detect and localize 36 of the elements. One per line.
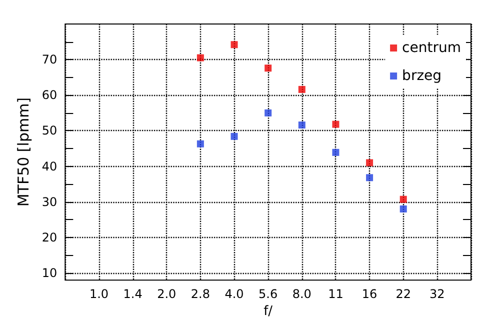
point [196, 140, 204, 148]
x-axis-title: f/ [264, 304, 274, 319]
x-tick-label: 8.0 [292, 287, 312, 302]
point [366, 159, 374, 166]
x-tick-label: 32 [430, 287, 445, 302]
point [264, 64, 272, 72]
point [196, 54, 204, 62]
point [230, 132, 238, 140]
point [400, 196, 407, 203]
y-tick-label: 60 [42, 88, 58, 102]
x-tick-label: 2.0 [157, 287, 176, 302]
y-tick-label: 30 [42, 194, 58, 209]
y-tick-label: 50 [42, 124, 58, 138]
point [298, 86, 306, 93]
x-tick-label: 2.8 [190, 287, 210, 302]
legend-label: centrum [402, 40, 462, 56]
y-tick-label: 40 [42, 159, 58, 174]
point [400, 205, 407, 212]
y-tick-label: 70 [42, 52, 58, 67]
y-tick-label: 20 [42, 230, 58, 244]
point [332, 148, 340, 156]
x-tick-label: 22 [396, 287, 411, 302]
point [264, 109, 272, 116]
point [230, 41, 238, 48]
x-tick-label: 11 [328, 287, 344, 302]
x-tick-label: 1.0 [89, 287, 109, 302]
y-axis-title: MTF50 [lpmm] [14, 97, 32, 207]
point [332, 120, 340, 128]
point [298, 122, 306, 129]
point [366, 174, 374, 182]
x-tick-label: 16 [362, 287, 378, 302]
legend-label: brzeg [402, 68, 442, 84]
x-tick-label: 5.6 [258, 287, 278, 302]
y-tick-label: 10 [42, 266, 58, 280]
x-tick-label: 4.0 [224, 287, 244, 302]
x-tick-label: 1.4 [123, 287, 142, 302]
